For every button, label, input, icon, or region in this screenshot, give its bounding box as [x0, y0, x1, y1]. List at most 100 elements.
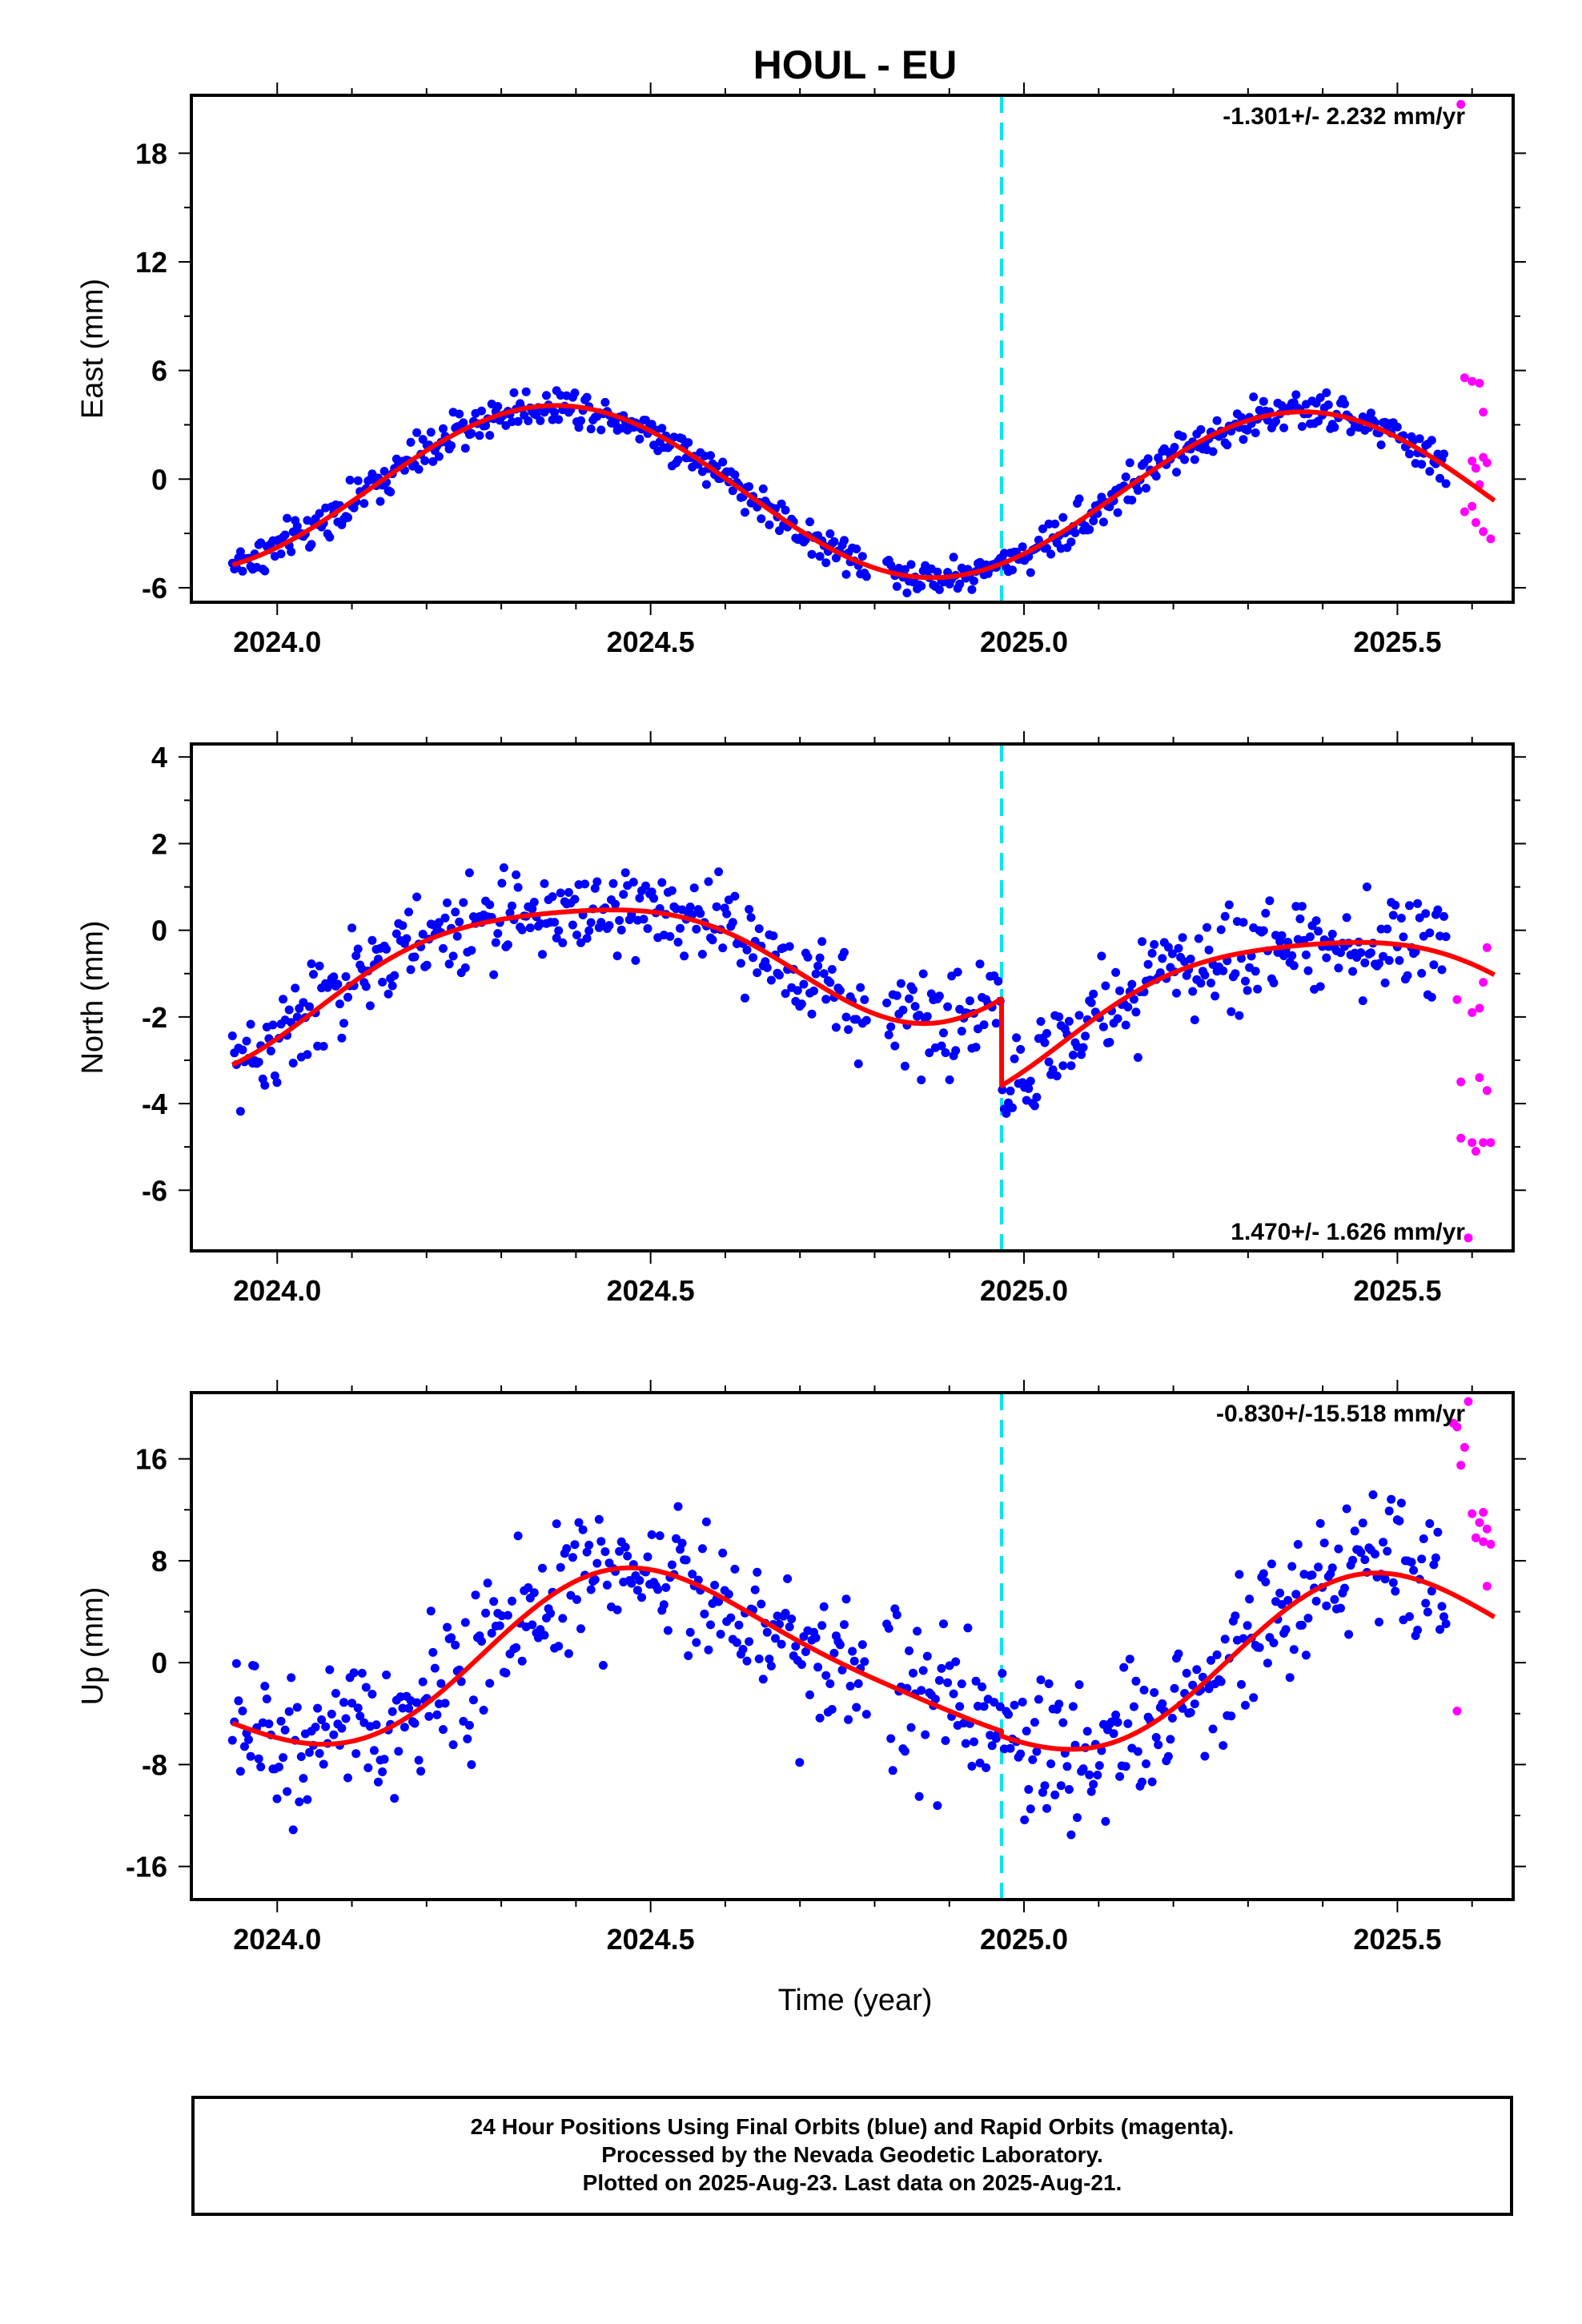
- up-final-point: [390, 1794, 400, 1803]
- north-final-point: [1259, 926, 1268, 935]
- up-final-point: [436, 1679, 446, 1688]
- north-final-point: [508, 901, 516, 911]
- east-final-point: [1279, 423, 1289, 432]
- north-final-point: [493, 929, 503, 939]
- north-final-point: [558, 938, 568, 947]
- east-final-point: [1259, 396, 1268, 406]
- up-final-point: [244, 1735, 253, 1744]
- up-x-tick-label: 2025.5: [1353, 1923, 1441, 1956]
- east-final-point: [730, 470, 740, 480]
- north-final-point: [451, 907, 460, 917]
- up-final-point: [906, 1723, 916, 1732]
- north-final-point: [410, 952, 420, 962]
- north-final-point: [1295, 914, 1305, 923]
- north-axes-frame: [190, 742, 1515, 1252]
- up-final-point: [1034, 1695, 1043, 1704]
- up-final-point: [1431, 1553, 1440, 1562]
- north-final-point: [1334, 963, 1343, 973]
- east-final-point: [1038, 524, 1047, 533]
- north-final-point: [1155, 968, 1165, 978]
- up-final-point: [1082, 1727, 1092, 1736]
- up-final-point: [287, 1673, 296, 1683]
- up-final-point: [967, 1762, 977, 1771]
- north-final-point: [1231, 969, 1240, 979]
- north-final-point: [1194, 934, 1203, 943]
- north-final-point: [1314, 927, 1323, 936]
- north-final-point: [335, 999, 344, 1009]
- east-y-tick-label: 6: [151, 355, 167, 388]
- up-final-point: [995, 1702, 1005, 1711]
- east-final-point: [1172, 468, 1181, 477]
- north-final-point: [452, 931, 462, 941]
- up-final-point: [937, 1663, 946, 1673]
- up-final-point: [635, 1576, 644, 1585]
- up-final-point: [343, 1773, 352, 1783]
- east-final-point: [1223, 440, 1232, 450]
- north-final-point: [1235, 1011, 1244, 1020]
- north-final-point: [667, 886, 677, 895]
- north-final-point: [270, 1071, 279, 1080]
- east-final-point: [345, 476, 355, 485]
- north-final-point: [909, 985, 917, 995]
- up-final-point: [745, 1637, 754, 1647]
- north-final-point: [1360, 958, 1370, 967]
- up-final-point: [590, 1575, 600, 1584]
- up-final-point: [757, 1599, 766, 1609]
- up-final-point: [827, 1705, 837, 1714]
- east-rate-label: -1.301+/- 2.232 mm/yr: [1223, 103, 1465, 130]
- north-final-point: [467, 946, 476, 955]
- up-final-point: [1038, 1787, 1047, 1797]
- east-final-point: [857, 552, 867, 561]
- up-rapid-point: [1468, 1509, 1477, 1518]
- up-final-point: [1319, 1538, 1329, 1548]
- up-final-point: [1421, 1598, 1431, 1608]
- north-final-point: [525, 923, 535, 933]
- up-final-point: [1016, 1749, 1026, 1759]
- north-final-point: [548, 892, 557, 902]
- up-final-point: [655, 1531, 665, 1541]
- east-final-point: [375, 497, 385, 506]
- up-final-point: [562, 1544, 572, 1554]
- up-rapid-point: [1482, 1582, 1492, 1591]
- east-panel: 2024.0 2024.5 2025.0 2025.5 -6 0 6 12 18 East (mm…: [76, 82, 1526, 658]
- north-final-point: [641, 881, 650, 891]
- east-final-point: [1127, 496, 1137, 505]
- north-final-point: [998, 1085, 1007, 1095]
- east-final-point: [1125, 458, 1134, 468]
- north-final-point: [1066, 1061, 1076, 1071]
- north-final-point: [1366, 948, 1375, 958]
- north-final-point: [307, 959, 316, 968]
- east-final-point: [777, 499, 786, 509]
- up-final-point: [410, 1719, 420, 1728]
- up-final-point: [1383, 1546, 1392, 1556]
- up-final-point: [1042, 1803, 1051, 1813]
- east-final-point: [757, 514, 766, 524]
- north-final-point: [303, 1050, 312, 1059]
- footer-caption-box: 24 Hour Positions Using Final Orbits (bl…: [191, 2096, 1513, 2216]
- up-final-point: [303, 1795, 312, 1804]
- north-final-point: [1097, 951, 1106, 961]
- north-final-point: [712, 902, 721, 911]
- north-final-point: [1243, 986, 1252, 995]
- up-final-point: [637, 1593, 646, 1602]
- east-final-point: [1243, 425, 1252, 435]
- east-final-point: [280, 530, 290, 540]
- east-final-point: [481, 421, 491, 430]
- north-final-point: [260, 1080, 270, 1090]
- north-final-point: [1101, 981, 1110, 991]
- north-final-point: [922, 1011, 932, 1021]
- north-rapid-point: [1456, 1077, 1466, 1087]
- up-final-point: [554, 1642, 564, 1651]
- east-final-point: [353, 476, 363, 485]
- up-final-point: [400, 1723, 409, 1732]
- north-final-point: [529, 898, 539, 907]
- north-final-point: [1421, 909, 1431, 919]
- north-final-point: [464, 868, 474, 878]
- up-final-point: [1056, 1781, 1066, 1791]
- up-final-point: [732, 1638, 741, 1647]
- up-rapid-point: [1460, 1442, 1469, 1452]
- north-final-point: [882, 998, 892, 1007]
- north-final-point: [1167, 949, 1177, 959]
- up-final-point: [623, 1551, 632, 1561]
- up-x-tick-label: 2024.5: [607, 1923, 695, 1956]
